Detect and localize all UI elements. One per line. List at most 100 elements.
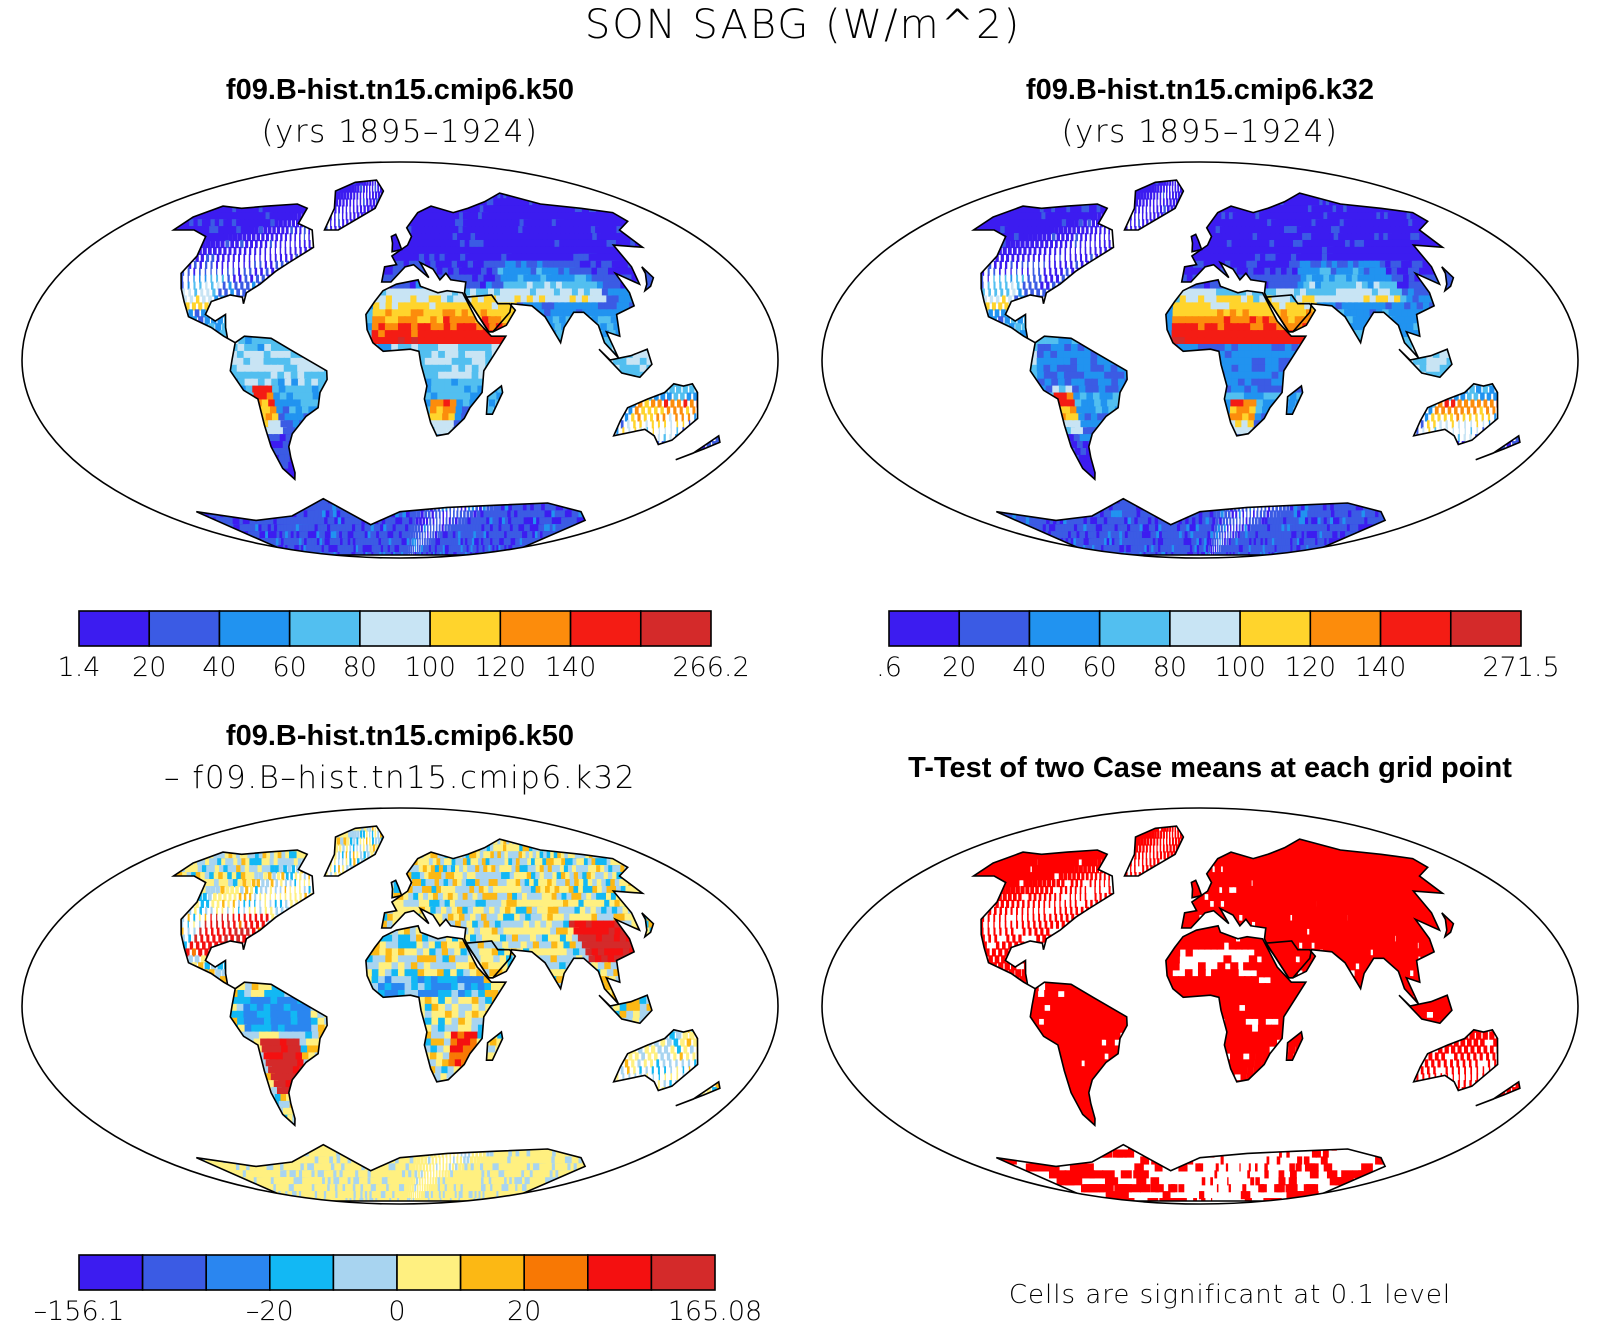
coastline-arabia (1263, 940, 1317, 979)
coastline-south-america (229, 981, 328, 1127)
map-boundary (821, 807, 1579, 1205)
colorbar-tick-label: 120 (475, 652, 527, 683)
colorbar-swatch (499, 610, 572, 647)
panel2-colorbar-labels: .6 20 40 60 80 100 120 140 271.5 (876, 652, 1560, 686)
colorbar-swatch (148, 610, 221, 647)
colorbar-swatch (650, 1254, 716, 1291)
colorbar-swatch (586, 1254, 653, 1291)
map-field (970, 179, 1521, 556)
coastline-australia (612, 1028, 699, 1092)
map-boundary (821, 161, 1579, 559)
colorbar-swatch (141, 1254, 207, 1291)
colorbar-swatch (1309, 610, 1382, 647)
coastline-new-zealand (1475, 1080, 1521, 1107)
colorbar-swatch (958, 610, 1031, 647)
coastline-arabia (1263, 294, 1317, 333)
coastline-eurasia (1180, 838, 1446, 1005)
coastline-japan (641, 266, 655, 293)
coastline-greenland (323, 825, 385, 877)
coastline-new-zealand (675, 1080, 721, 1107)
panel1-title: f09.B-hist.tn15.cmip6.k50 (30, 74, 770, 107)
colorbar-swatch (888, 610, 961, 647)
coastline-madagascar (485, 1030, 504, 1061)
colorbar-tick-label: 60 (272, 652, 306, 683)
panel2-colorbar (888, 610, 1522, 647)
panel2-title: f09.B-hist.tn15.cmip6.k32 (830, 74, 1570, 107)
coastline-africa (1165, 924, 1308, 1083)
coastline-new-zealand (675, 434, 721, 461)
colorbar-tick-label: 140 (1355, 652, 1407, 683)
colorbar-swatch (1098, 610, 1171, 647)
colorbar-swatch (1239, 610, 1312, 647)
panel3-subtitle: – f09.B–hist.tn15.cmip6.k32 (30, 760, 770, 796)
colorbar-swatch (288, 610, 361, 647)
coastline-japan (641, 912, 655, 939)
coastline-arabia (463, 940, 517, 979)
panel1-subtitle: (yrs 1895–1924) (30, 114, 770, 150)
colorbar-tick-label: 271.5 (1482, 652, 1559, 683)
colorbar-swatch (1169, 610, 1241, 647)
coastline-eurasia (1180, 192, 1446, 359)
colorbar-swatch (205, 1254, 271, 1291)
panel1-map (21, 161, 779, 559)
coastline-australia (1412, 1028, 1499, 1092)
colorbar-tick-label: 80 (1153, 652, 1187, 683)
coastline-south-america (1029, 335, 1128, 481)
colorbar-swatch (269, 1254, 335, 1291)
colorbar-tick-label: 266.2 (672, 652, 749, 683)
colorbar-swatch (78, 1254, 144, 1291)
panel3-colorbar (78, 1254, 716, 1291)
coastline-new-zealand (1475, 434, 1521, 461)
colorbar-tick-label: 80 (343, 652, 377, 683)
figure-title: SON SABG (W/m^2) (0, 2, 1606, 48)
coastline-africa (365, 278, 508, 437)
map-field (170, 825, 721, 1202)
coastline-north-america (170, 203, 315, 344)
coastline-north-america (170, 849, 315, 990)
map-boundary (21, 161, 779, 559)
colorbar-swatch (1028, 610, 1101, 647)
colorbar-tick-label: 1.4 (58, 652, 101, 683)
colorbar-swatch (569, 610, 642, 647)
colorbar-tick-label: 20 (942, 652, 976, 683)
colorbar-tick-label: –20 (246, 1296, 294, 1327)
coastline-greenland (1123, 825, 1185, 877)
coastline-australia (612, 382, 699, 446)
coastline-south-america (1029, 981, 1128, 1127)
coastline-australia (1412, 382, 1499, 446)
colorbar-swatch (78, 610, 151, 647)
panel1-colorbar (78, 610, 712, 647)
colorbar-swatch (1449, 610, 1522, 647)
colorbar-tick-label: 60 (1082, 652, 1116, 683)
colorbar-swatch (459, 1254, 526, 1291)
colorbar-tick-label: 165.08 (668, 1296, 762, 1327)
coastline-south-america (229, 335, 328, 481)
coastline-greenland (323, 179, 385, 231)
colorbar-swatch (332, 1254, 398, 1291)
coastline-japan (1441, 912, 1455, 939)
coastline-indonesia (1398, 348, 1453, 379)
coastline-japan (1441, 266, 1455, 293)
coastline-arabia (463, 294, 517, 333)
colorbar-tick-label: 40 (202, 652, 236, 683)
panel3-map (21, 807, 779, 1205)
coastline-madagascar (485, 384, 504, 415)
panel4-title: T-Test of two Case means at each grid po… (830, 752, 1590, 785)
colorbar-swatch (359, 610, 431, 647)
colorbar-tick-label: 20 (507, 1296, 541, 1327)
panel3-title: f09.B-hist.tn15.cmip6.k50 (30, 720, 770, 753)
coastline-uk (390, 879, 403, 899)
colorbar-swatch (523, 1254, 589, 1291)
colorbar-tick-label: .6 (876, 652, 902, 683)
coastline-greenland (1123, 179, 1185, 231)
colorbar-swatch (639, 610, 712, 647)
coastline-indonesia (598, 994, 653, 1025)
significance-note: Cells are significant at 0.1 level (930, 1280, 1530, 1310)
colorbar-swatch (1379, 610, 1452, 647)
coastline-indonesia (1398, 994, 1453, 1025)
coastline-eurasia (380, 838, 646, 1005)
coastline-north-america (970, 203, 1115, 344)
colorbar-swatch (396, 1254, 462, 1291)
colorbar-tick-label: 40 (1012, 652, 1046, 683)
coastline-uk (1190, 879, 1203, 899)
